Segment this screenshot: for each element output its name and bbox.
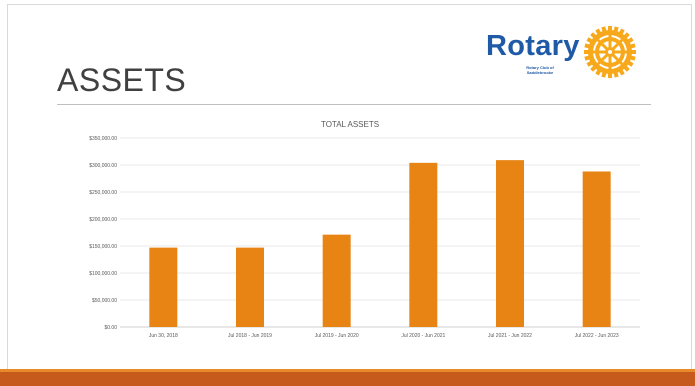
rotary-wheel-icon <box>584 26 636 78</box>
y-tick-label: $0.00 <box>104 325 117 331</box>
rotary-logo: Rotary Rotary Club of Saddlebrooke <box>484 20 654 84</box>
x-tick-label: Jul 2021 - Jun 2022 <box>488 333 532 339</box>
x-tick-label: Jul 2019 - Jun 2020 <box>315 333 359 339</box>
y-tick-label: $150,000.00 <box>89 244 117 250</box>
bar <box>236 247 264 327</box>
y-tick-label: $250,000.00 <box>89 190 117 196</box>
footer-bar <box>0 372 695 386</box>
y-tick-label: $200,000.00 <box>89 217 117 223</box>
x-tick-label: Jul 2022 - Jun 2023 <box>575 333 619 339</box>
y-tick-label: $100,000.00 <box>89 271 117 277</box>
bar <box>582 171 611 327</box>
footer-accent-line <box>0 369 695 372</box>
logo-wordmark: Rotary <box>486 30 580 62</box>
x-tick-label: Jul 2018 - Jun 2019 <box>228 333 272 339</box>
bar <box>496 160 524 327</box>
y-tick-label: $350,000.00 <box>89 136 117 142</box>
chart-title: TOTAL ASSETS <box>321 120 379 129</box>
logo-subtitle: Rotary Club of Saddlebrooke <box>526 65 554 75</box>
slide-title: ASSETS <box>57 62 187 98</box>
title-divider <box>57 104 651 105</box>
y-tick-label: $300,000.00 <box>89 163 117 169</box>
bar <box>322 234 351 327</box>
bar <box>149 247 178 327</box>
x-tick-label: Jun 30, 2018 <box>149 333 178 339</box>
x-tick-label: Jul 2020 - Jun 2021 <box>401 333 445 339</box>
y-tick-label: $50,000.00 <box>92 298 117 304</box>
bar <box>409 162 438 327</box>
